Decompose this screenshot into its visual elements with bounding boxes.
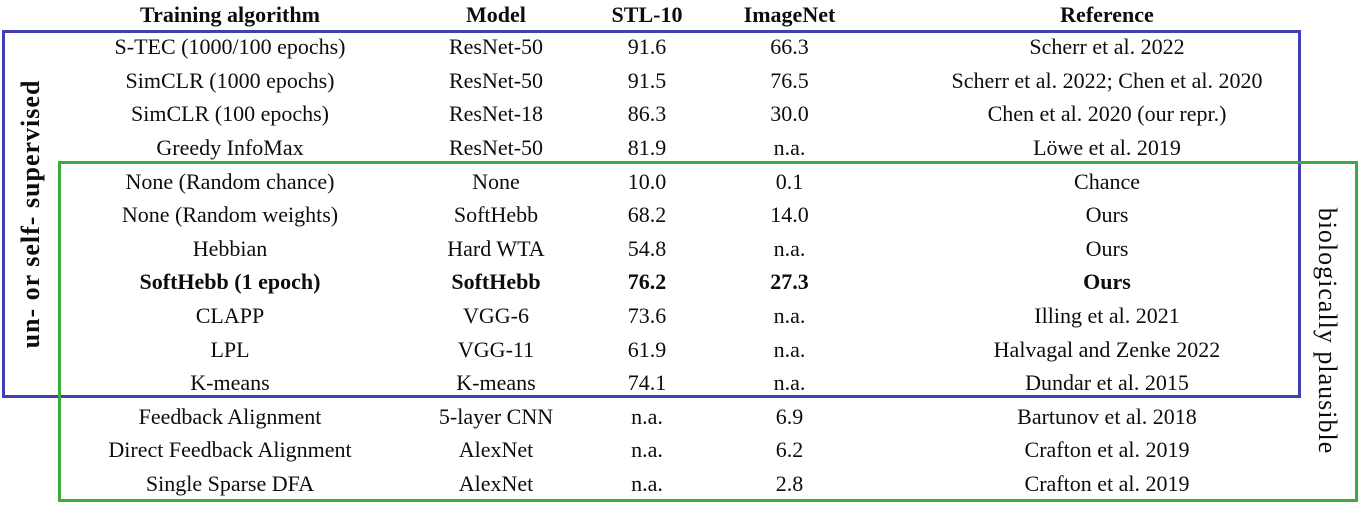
cell-model: K-means <box>456 370 536 396</box>
cell-stl10: 61.9 <box>627 336 667 362</box>
cell-stl10: 81.9 <box>627 135 667 161</box>
cell-stl10: n.a. <box>631 403 663 429</box>
cell-reference: Dundar et al. 2015 <box>1025 370 1189 396</box>
cell-imagenet: 30.0 <box>770 101 809 127</box>
header-imagenet: ImageNet <box>743 2 836 28</box>
cell-stl10: 10.0 <box>627 168 667 194</box>
cell-imagenet: 6.2 <box>775 437 804 463</box>
cell-stl10: 86.3 <box>627 101 667 127</box>
left-group-label: un- or self- supervised <box>16 79 45 349</box>
cell-reference: Ours <box>1085 235 1129 261</box>
header-model: Model <box>466 2 526 28</box>
table-row: SoftHebb (1 epoch) SoftHebb 76.2 27.3 Ours <box>60 265 1337 299</box>
cell-model: ResNet-18 <box>448 101 544 127</box>
table-row: Direct Feedback Alignment AlexNet n.a. 6.2 C… <box>60 433 1337 467</box>
cell-reference: Bartunov et al. 2018 <box>1017 403 1197 429</box>
cell-model: AlexNet <box>458 470 534 496</box>
table-row: S-TEC (1000/100 epochs) ResNet-50 91.6 66.3… <box>60 30 1337 64</box>
cell-imagenet: n.a. <box>773 336 806 362</box>
bio-plausible-group-box <box>58 161 1358 502</box>
cell-reference: Illing et al. 2021 <box>1034 303 1180 328</box>
cell-imagenet: 6.9 <box>775 403 804 429</box>
cell-reference: Scherr et al. 2022; Chen et al. 2020 <box>951 67 1263 93</box>
cell-model: 5-layer CNN <box>438 403 554 429</box>
table-row: Hebbian Hard WTA 54.8 n.a. Ours <box>60 232 1337 266</box>
cell-reference: Scherr et al. 2022 <box>1029 34 1185 60</box>
table-body: S-TEC (1000/100 epochs) ResNet-50 91.6 66.3… <box>60 30 1337 500</box>
cell-stl10: 91.5 <box>627 67 667 93</box>
cell-algorithm: Greedy InfoMax <box>156 135 304 161</box>
cell-stl10: n.a. <box>631 437 663 463</box>
table-row: SimCLR (100 epochs) ResNet-18 86.3 30.0 Chen… <box>60 97 1337 131</box>
cell-stl10: 76.2 <box>627 269 667 295</box>
cell-model: ResNet-50 <box>448 135 544 161</box>
header-training-algorithm: Training algorithm <box>140 2 320 28</box>
cell-model: Hard WTA <box>447 235 545 261</box>
cell-reference: Crafton et al. 2019 <box>1024 437 1190 463</box>
cell-algorithm: Feedback Alignment <box>138 403 322 429</box>
cell-imagenet: 14.0 <box>770 202 809 228</box>
cell-model: SoftHebb <box>453 202 539 228</box>
cell-model: ResNet-50 <box>448 34 544 60</box>
cell-reference: Chance <box>1074 168 1140 194</box>
cell-model: VGG-6 <box>463 303 529 328</box>
table-row: CLAPP VGG-6 73.6 n.a. Illing et al. 2021 <box>60 299 1337 333</box>
cell-stl10: 74.1 <box>627 370 667 396</box>
cell-model: ResNet-50 <box>448 67 544 93</box>
table-row: K-means K-means 74.1 n.a. Dundar et al. 2015 <box>60 366 1337 400</box>
table-row: SimCLR (1000 epochs) ResNet-50 91.5 76.5 Sch… <box>60 64 1337 98</box>
cell-imagenet: 76.5 <box>770 67 809 93</box>
cell-algorithm: Single Sparse DFA <box>145 470 315 496</box>
cell-algorithm: K-means <box>190 370 270 396</box>
cell-imagenet: 2.8 <box>775 470 804 496</box>
table-row: Greedy InfoMax ResNet-50 81.9 n.a. Löwe et a… <box>60 131 1337 165</box>
cell-algorithm: SimCLR (1000 epochs) <box>125 67 335 93</box>
cell-imagenet: n.a. <box>773 303 806 328</box>
cell-model: SoftHebb <box>451 269 541 295</box>
cell-reference: Halvagal and Zenke 2022 <box>993 336 1221 362</box>
cell-imagenet: 27.3 <box>770 269 809 295</box>
cell-reference: Chen et al. 2020 (our repr.) <box>987 101 1227 127</box>
cell-imagenet: n.a. <box>773 370 806 396</box>
cell-algorithm: CLAPP <box>195 303 265 328</box>
cell-imagenet: n.a. <box>773 135 806 161</box>
cell-imagenet: n.a. <box>773 235 806 261</box>
cell-algorithm: Direct Feedback Alignment <box>108 437 352 463</box>
cell-model: VGG-11 <box>457 336 535 362</box>
cell-algorithm: None (Random chance) <box>125 168 335 194</box>
results-table: Training algorithm Model STL-10 ImageNet… <box>60 0 1337 500</box>
cell-algorithm: SimCLR (100 epochs) <box>131 101 329 127</box>
table-row: Feedback Alignment 5-layer CNN n.a. 6.9 Bart… <box>60 400 1337 434</box>
cell-stl10: 91.6 <box>627 34 667 60</box>
cell-imagenet: 66.3 <box>770 34 809 60</box>
header-stl10: STL-10 <box>611 2 683 28</box>
cell-stl10: 68.2 <box>627 202 667 228</box>
cell-reference: Löwe et al. 2019 <box>1033 135 1181 161</box>
cell-stl10: 54.8 <box>627 235 667 261</box>
unsupervised-group-box <box>2 30 1301 398</box>
cell-algorithm: LPL <box>210 336 250 362</box>
cell-algorithm: SoftHebb (1 epoch) <box>139 269 321 295</box>
table-row: LPL VGG-11 61.9 n.a. Halvagal and Zenke 2022 <box>60 332 1337 366</box>
table-row: None (Random chance) None 10.0 0.1 Chance <box>60 164 1337 198</box>
cell-reference: Crafton et al. 2019 <box>1024 470 1190 496</box>
cell-model: AlexNet <box>458 437 534 463</box>
cell-reference: Ours <box>1083 269 1131 295</box>
cell-algorithm: Hebbian <box>192 235 268 261</box>
table-row: Single Sparse DFA AlexNet n.a. 2.8 Crafton e… <box>60 467 1337 501</box>
table-row: None (Random weights) SoftHebb 68.2 14.0 Our… <box>60 198 1337 232</box>
cell-algorithm: None (Random weights) <box>121 202 339 228</box>
cell-stl10: n.a. <box>631 470 663 496</box>
cell-reference: Ours <box>1085 202 1129 228</box>
cell-model: None <box>472 168 520 194</box>
cell-imagenet: 0.1 <box>775 168 804 194</box>
cell-stl10: 73.6 <box>627 303 667 328</box>
cell-algorithm: S-TEC (1000/100 epochs) <box>114 34 346 60</box>
header-reference: Reference <box>1060 2 1154 28</box>
table-header-row: Training algorithm Model STL-10 ImageNet… <box>60 0 1337 30</box>
